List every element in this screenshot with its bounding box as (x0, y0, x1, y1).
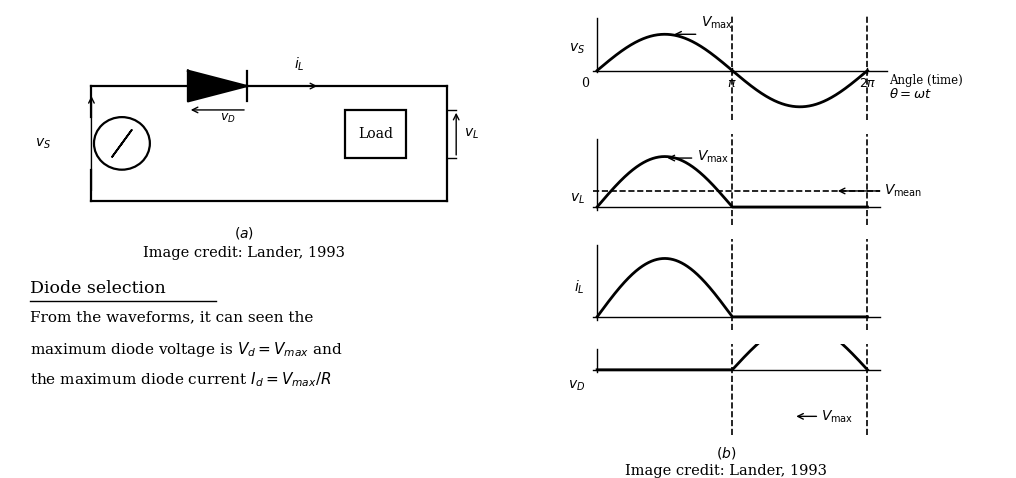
Text: $(a)$: $(a)$ (234, 225, 254, 240)
Text: $V_{\mathrm{max}}$: $V_{\mathrm{max}}$ (697, 148, 729, 165)
Text: Image credit: Lander, 1993: Image credit: Lander, 1993 (626, 464, 827, 478)
Text: $v_L$: $v_L$ (464, 127, 479, 141)
Text: From the waveforms, it can seen the: From the waveforms, it can seen the (30, 311, 314, 325)
Text: $V_{\mathrm{max}}$: $V_{\mathrm{max}}$ (821, 408, 853, 424)
Text: $v_L$: $v_L$ (570, 192, 585, 206)
Text: Image credit: Lander, 1993: Image credit: Lander, 1993 (143, 246, 344, 260)
Text: $i_L$: $i_L$ (574, 279, 585, 296)
Text: $\theta =\omega t$: $\theta =\omega t$ (889, 87, 932, 101)
Text: 0: 0 (581, 77, 589, 90)
Text: $v_S$: $v_S$ (35, 136, 51, 151)
Bar (345, 110, 406, 158)
Text: $V_{\mathrm{max}}$: $V_{\mathrm{max}}$ (701, 15, 734, 32)
Text: $\pi$: $\pi$ (727, 77, 738, 90)
Text: $v_D$: $v_D$ (568, 379, 585, 393)
Text: $2\pi$: $2\pi$ (859, 77, 877, 90)
Text: $i_L$: $i_L$ (295, 55, 305, 73)
Text: Diode selection: Diode selection (30, 280, 167, 297)
Text: the maximum diode current $I_d = V_{max}/R$: the maximum diode current $I_d = V_{max}… (30, 370, 332, 389)
Text: Load: Load (359, 127, 393, 141)
Text: $V_{\mathrm{mean}}$: $V_{\mathrm{mean}}$ (884, 183, 923, 199)
Text: Angle (time): Angle (time) (889, 74, 963, 87)
Text: $( b )$: $( b )$ (716, 445, 737, 460)
Polygon shape (188, 71, 247, 101)
Text: maximum diode voltage is $V_d = V_{max}$ and: maximum diode voltage is $V_d = V_{max}$… (30, 340, 343, 359)
Text: $v_S$: $v_S$ (569, 42, 585, 56)
Text: $v_D$: $v_D$ (220, 112, 236, 125)
